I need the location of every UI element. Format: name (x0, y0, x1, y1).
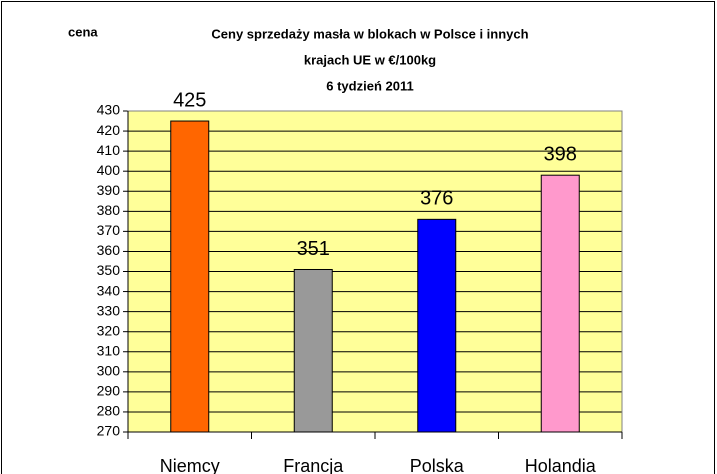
y-tick-label: 430 (97, 102, 121, 118)
x-tick-label: Holandia (525, 456, 597, 474)
chart-title: Ceny sprzedaży masła w blokach w Polsce … (211, 26, 528, 41)
x-tick-label: Francja (283, 456, 344, 474)
y-tick-label: 410 (97, 142, 121, 158)
y-tick-label: 390 (97, 182, 121, 198)
y-tick-label: 330 (97, 302, 121, 318)
y-tick-label: 320 (97, 322, 121, 338)
bar (417, 218, 457, 433)
value-label: 425 (173, 89, 206, 111)
y-tick-label: 300 (97, 363, 121, 379)
y-tick-label: 400 (97, 162, 121, 178)
value-label: 398 (544, 143, 577, 165)
bar (293, 268, 333, 433)
bar (540, 174, 580, 433)
y-tick-label: 370 (97, 222, 121, 238)
x-tick-label: Niemcy (160, 456, 220, 474)
x-tick-label: Polska (410, 456, 465, 474)
bar (170, 120, 210, 433)
y-tick-label: 420 (97, 122, 121, 138)
y-tick-label: 380 (97, 202, 121, 218)
y-tick-label: 310 (97, 342, 121, 358)
value-label: 351 (297, 238, 330, 260)
y-tick-label: 350 (97, 262, 121, 278)
chart-title: krajach UE w €/100kg (304, 52, 436, 67)
y-tick-label: 340 (97, 282, 121, 298)
value-label: 376 (420, 188, 453, 210)
y-tick-label: 360 (97, 242, 121, 258)
y-tick-label: 270 (97, 423, 121, 439)
y-tick-label: 280 (97, 403, 121, 419)
chart-title: 6 tydzień 2011 (326, 78, 413, 93)
y-axis-label: cena (68, 24, 98, 39)
y-tick-label: 290 (97, 383, 121, 399)
